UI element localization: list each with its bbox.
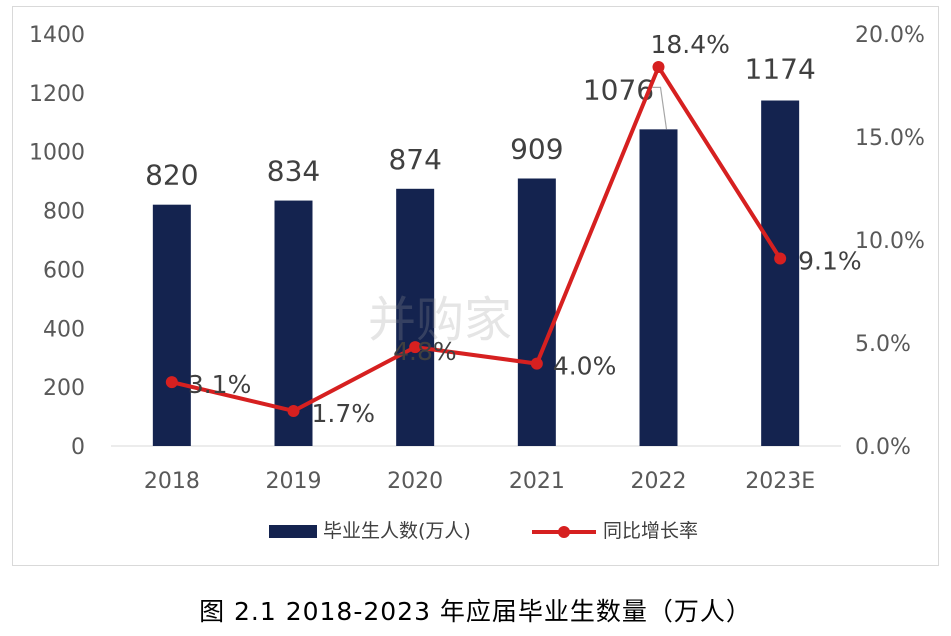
chart-svg: 0 200 400 600 800 1000 1200 1400 0.0% 5.0% 10.0% 15…: [29, 23, 925, 542]
x-tick-label: 2023E: [745, 469, 815, 494]
bar: [761, 100, 800, 446]
growth-rate-marker: [774, 252, 787, 265]
bar: [396, 188, 435, 446]
x-tick-label: 2018: [144, 469, 200, 494]
y-left-tick-label: 400: [43, 317, 85, 342]
figure-caption: 图 2.1 2018-2023 年应届毕业生数量（万人）: [199, 597, 752, 626]
growth-rate-marker: [409, 341, 422, 354]
growth-rate-marker: [530, 357, 543, 370]
bar: [152, 204, 191, 446]
x-tick-label: 2019: [266, 469, 322, 494]
growth-rate-marker: [165, 376, 178, 389]
legend-bar-label: 毕业生人数(万人): [323, 520, 471, 542]
y-left-tick-label: 800: [43, 200, 85, 225]
y-right-tick-label: 10.0%: [855, 229, 925, 254]
bar: [517, 178, 556, 446]
y-right-tick-label: 5.0%: [855, 332, 911, 357]
chart-frame: 0 200 400 600 800 1000 1200 1400 0.0% 5.0% 10.0% 15…: [12, 6, 939, 566]
bar-value-label: 834: [267, 155, 320, 188]
rate-value-label: 4.0%: [553, 352, 617, 381]
rate-value-label: 1.7%: [312, 399, 376, 428]
growth-rate-marker: [652, 60, 665, 73]
legend-bar-swatch: [269, 525, 317, 538]
y-right-tick-label: 15.0%: [855, 126, 925, 151]
legend-line-label: 同比增长率: [603, 520, 698, 542]
x-tick-label: 2020: [387, 469, 443, 494]
x-tick-label: 2021: [509, 469, 565, 494]
bar-value-label: 874: [388, 143, 441, 176]
y-left-tick-label: 1400: [29, 23, 85, 48]
bar-value-label: 1076: [583, 73, 654, 106]
y-left-tick-label: 0: [71, 435, 85, 460]
bar-value-label: 1174: [745, 53, 816, 86]
y-left-tick-label: 600: [43, 258, 85, 283]
bar-value-label: 909: [510, 132, 563, 165]
growth-rate-marker: [287, 404, 300, 417]
y-left-tick-label: 200: [43, 376, 85, 401]
rate-value-label: 18.4%: [651, 30, 730, 59]
growth-rate-line: [171, 64, 782, 413]
y-left-tick-label: 1000: [29, 141, 85, 166]
rate-value-label: 3.1%: [188, 370, 252, 399]
rate-value-label: 9.1%: [798, 247, 862, 276]
bar: [639, 129, 678, 446]
rate-value-label: 4.8%: [393, 337, 457, 366]
y-left-tick-label: 1200: [29, 82, 85, 107]
label-leader-line: [652, 86, 668, 130]
x-tick-label: 2022: [631, 469, 687, 494]
legend-line-marker: [558, 526, 570, 538]
bar-value-label: 820: [145, 159, 198, 192]
y-right-tick-label: 20.0%: [855, 23, 925, 48]
y-right-tick-label: 0.0%: [855, 435, 911, 460]
